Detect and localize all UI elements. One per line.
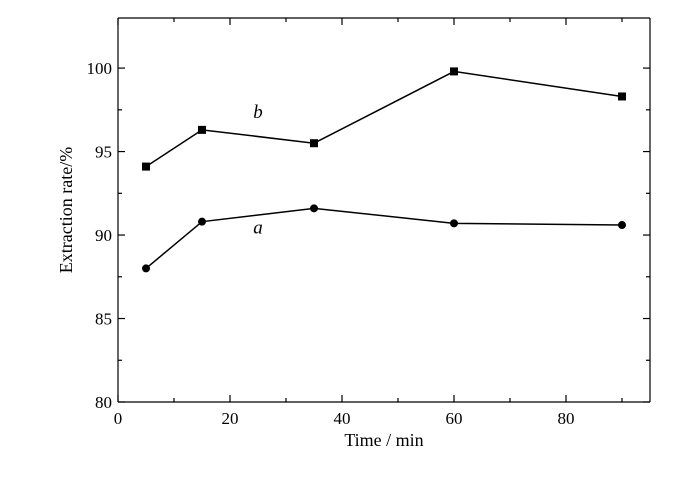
- data-point-square: [310, 139, 318, 148]
- x-axis-label: Time / min: [344, 430, 423, 450]
- data-point-square: [142, 162, 150, 171]
- y-tick-label: 80: [95, 393, 112, 412]
- y-tick-label: 90: [95, 226, 112, 245]
- data-point-circle: [450, 219, 458, 228]
- data-point-square: [198, 125, 206, 134]
- series-layer: [142, 67, 626, 273]
- y-axis-label: Extraction rate/%: [56, 147, 76, 273]
- tick-labels: 0 20 40 60 80 80 85 90 95 100: [87, 59, 575, 428]
- data-point-square: [618, 92, 626, 101]
- data-point-circle: [198, 217, 206, 226]
- axis-ticks: [117, 18, 650, 403]
- data-point-circle: [142, 264, 150, 273]
- plot-frame: [117, 17, 651, 403]
- data-point-circle: [310, 204, 318, 213]
- series-a-line: [145, 207, 623, 270]
- series-label-a: a: [253, 217, 263, 238]
- x-tick-label: 40: [334, 409, 351, 428]
- data-point-circle: [618, 221, 626, 230]
- series-label-b: b: [253, 102, 263, 123]
- data-point-square: [450, 67, 458, 76]
- y-tick-label: 95: [95, 143, 112, 162]
- x-tick-label: 0: [114, 409, 123, 428]
- series-labels: ba: [253, 102, 263, 238]
- x-tick-label: 80: [558, 409, 575, 428]
- x-tick-label: 20: [222, 409, 239, 428]
- series-b-line: [145, 70, 623, 168]
- series-a: [142, 204, 626, 273]
- y-tick-label: 100: [87, 59, 113, 78]
- series-b: [142, 67, 626, 171]
- y-tick-label: 85: [95, 310, 112, 329]
- x-tick-label: 60: [446, 409, 463, 428]
